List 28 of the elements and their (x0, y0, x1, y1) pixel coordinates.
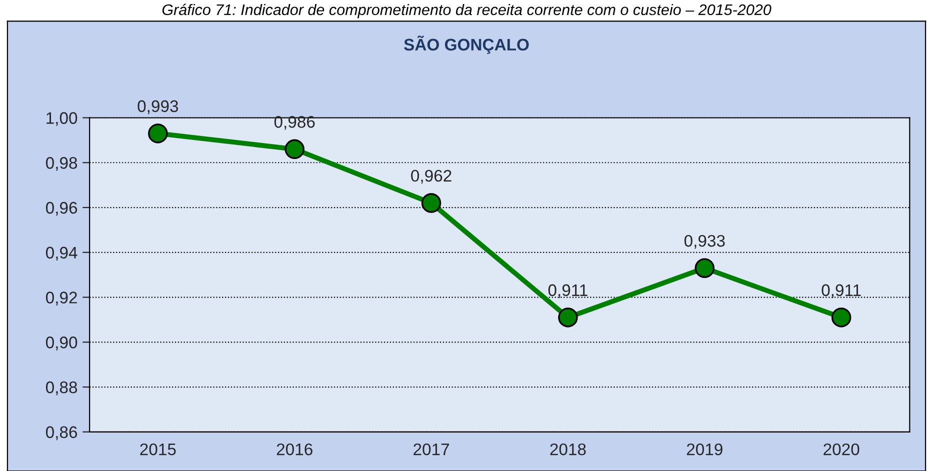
point (421, 193, 442, 213)
chart-title: SÃO GONÇALO (404, 36, 529, 54)
y-tick-label: 0,96 (46, 202, 78, 216)
text: 0,986 (274, 116, 315, 130)
text: 0,911 (548, 284, 588, 298)
y-tick-label: 0,94 (46, 246, 78, 261)
x-tick-label: 2016 (276, 443, 312, 456)
y-tick-label: 0,88 (46, 381, 78, 396)
point (831, 308, 852, 328)
x-tick-label: 2017 (414, 443, 449, 456)
text: 0,993 (138, 100, 178, 114)
point (558, 308, 578, 328)
point (148, 124, 168, 144)
text: 0,911 (822, 284, 861, 298)
x-tick-label: 2020 (824, 443, 860, 456)
text: 0,933 (684, 234, 725, 249)
text: 0,962 (411, 170, 452, 184)
y-tick-label: 0,98 (46, 157, 78, 171)
x-tick-label: 2019 (686, 443, 722, 456)
point (694, 258, 715, 278)
text: Gráfico 71: Indicador de comprometimento da receita corrente com o custeio – 2015-2020 (162, 4, 772, 18)
x-tick-label: 2018 (550, 443, 586, 456)
point (284, 139, 304, 160)
y-tick-label: 0,90 (46, 336, 78, 350)
x-tick-label: 2015 (140, 443, 176, 456)
y-tick-label: 0,86 (46, 426, 78, 440)
y-tick-label: 0,92 (46, 292, 77, 306)
y-tick-label: 1,00 (46, 112, 78, 126)
